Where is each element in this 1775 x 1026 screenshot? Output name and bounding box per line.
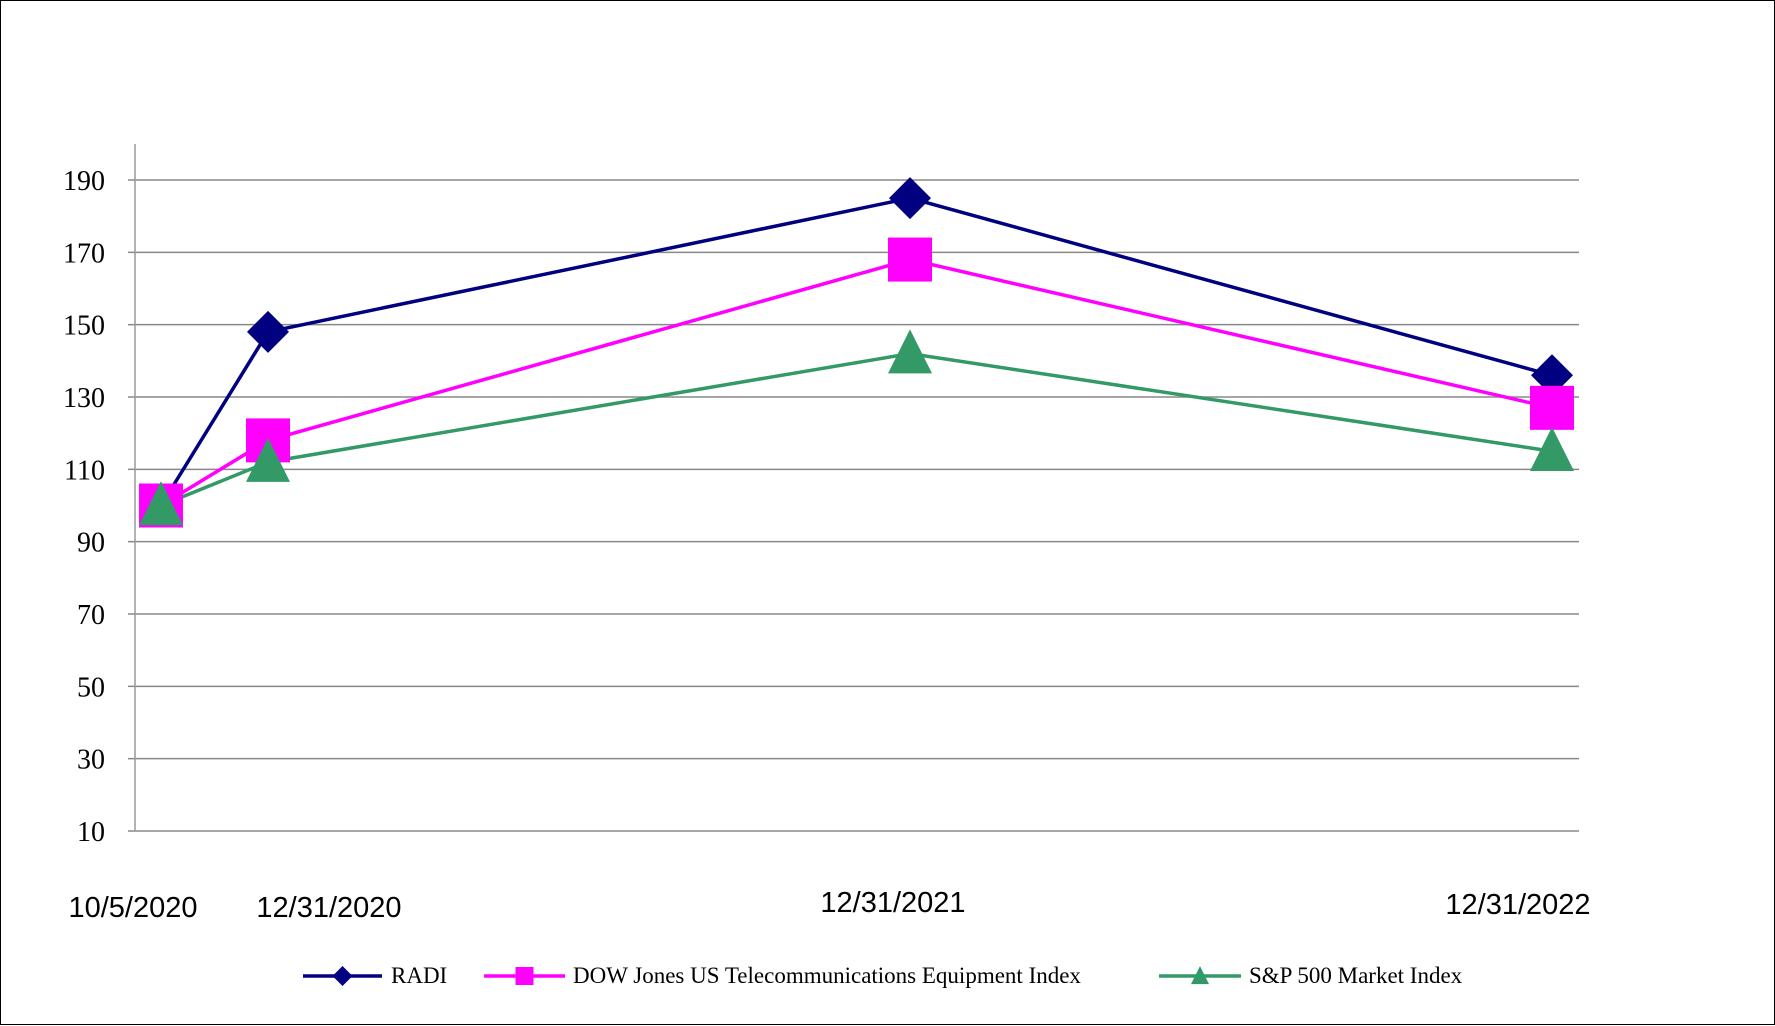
y-tick-label: 130 [63,383,105,414]
x-tick-label: 12/31/2020 [256,892,401,924]
x-tick-label: 12/31/2021 [820,887,965,919]
series-line-2 [160,351,1553,508]
x-tick-label: 12/31/2022 [1445,889,1590,921]
legend-label: S&P 500 Market Index [1249,963,1463,988]
y-tick-label: 170 [63,238,105,269]
legend-label: RADI [391,963,447,988]
data-point-square [1530,385,1574,430]
data-point-triangle [246,437,290,482]
data-point-square [888,237,932,282]
legend-marker-triangle [1191,966,1209,985]
y-tick-label: 50 [77,672,105,703]
data-point-diamond [247,310,289,353]
y-tick-label: 190 [63,166,105,197]
data-point-triangle [888,329,932,374]
x-tick-label: 10/5/2020 [68,892,197,924]
legend-marker-square [515,967,534,985]
y-tick-label: 30 [77,745,105,776]
data-point-triangle [1530,427,1574,472]
series-line-1 [160,257,1553,507]
legend-marker-diamond [332,966,353,986]
data-point-diamond [1531,354,1573,397]
data-point-triangle [139,481,183,526]
y-tick-label: 10 [77,817,105,848]
y-tick-label: 150 [63,311,105,342]
y-tick-label: 70 [77,600,105,631]
data-point-diamond [889,177,931,220]
y-tick-label: 110 [64,455,105,486]
legend-label: DOW Jones US Telecommunications Equipmen… [573,963,1081,988]
series-line-0 [159,196,1553,507]
y-tick-label: 90 [77,528,105,559]
